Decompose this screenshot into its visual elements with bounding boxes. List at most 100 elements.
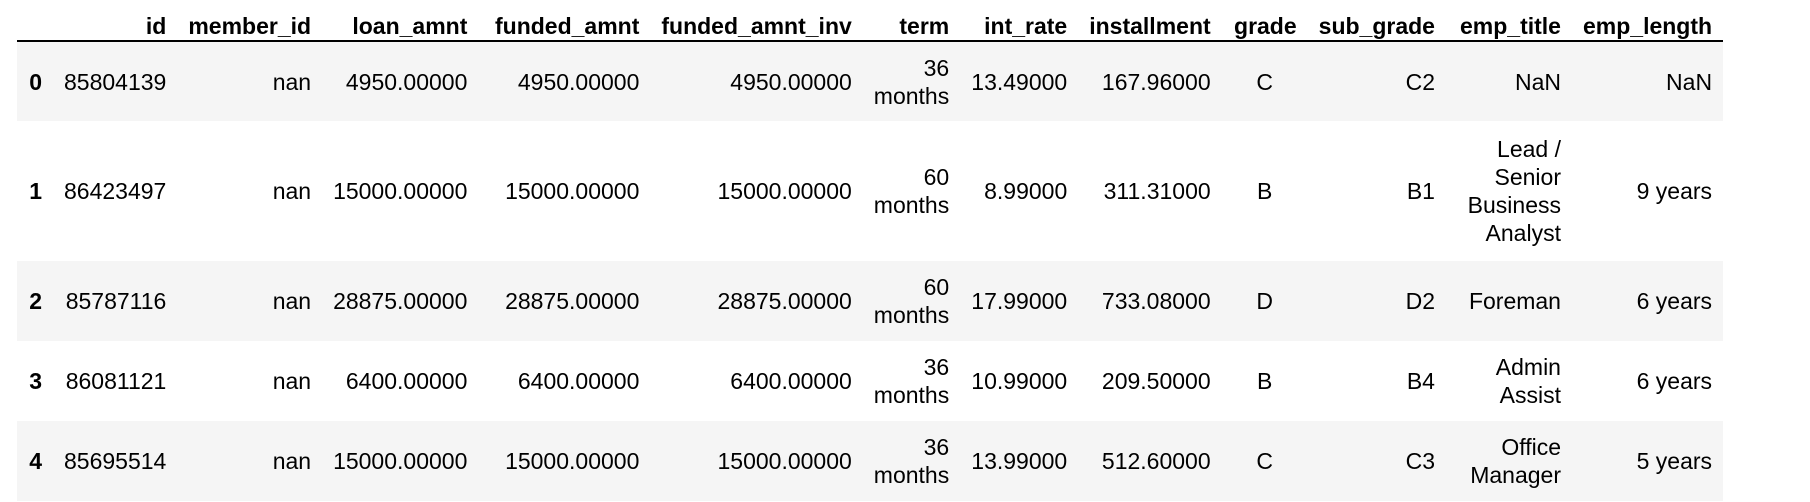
table-row: 1 86423497 nan 15000.00000 15000.00000 1… [17,121,1724,261]
cell-emp-length: 5 years [1636,448,1713,474]
emp-title-line: NaN [1514,68,1561,95]
term-unit: months [873,82,950,109]
table-row: 3 86081121 nan 6400.00000 6400.00000 640… [17,341,1724,421]
cell-funded-amnt: 15000.00000 [505,448,640,474]
cell-grade: D [1256,288,1273,314]
cell-funded-amnt: 6400.00000 [517,368,640,394]
emp-title-line: Admin [1495,354,1561,380]
row-index: 4 [29,448,42,474]
cell-member-id: nan [272,178,312,204]
row-index: 3 [29,368,42,394]
cell-emp-title: NaN [1446,41,1572,121]
term-unit: months [873,302,950,328]
cell-id: 85695514 [64,448,167,474]
cell-member-id: nan [272,68,312,95]
cell-int-rate: 13.99000 [971,448,1068,474]
header-emp-title: emp_title [1445,0,1572,42]
cell-emp-title: Admin Assist [1446,341,1572,421]
cell-member-id: nan [272,368,312,394]
emp-title-line: Manager [1470,462,1561,488]
cell-grade: B [1256,368,1273,394]
emp-title-line: Office [1501,434,1561,460]
cell-id: 85787116 [65,288,167,314]
cell-sub-grade: C3 [1405,448,1435,474]
cell-grade: B [1256,178,1273,204]
cell-emp-title: Foreman [1446,261,1572,341]
cell-funded-amnt-inv: 15000.00000 [717,178,852,204]
cell-installment: 733.08000 [1101,288,1211,314]
header-int-rate: int_rate [960,0,1079,42]
cell-funded-amnt-inv: 6400.00000 [730,368,852,394]
cell-id: 86081121 [65,368,167,394]
cell-int-rate: 8.99000 [984,178,1068,204]
cell-emp-length: 9 years [1636,178,1713,204]
cell-loan-amnt: 15000.00000 [333,448,468,474]
cell-sub-grade: C2 [1405,68,1435,95]
cell-sub-grade: B4 [1406,368,1435,394]
term-value: 36 [923,54,950,81]
header-grade: grade [1221,0,1308,42]
table-body: 0 85804139 nan 4950.00000 4950.00000 495… [17,41,1724,501]
cell-installment: 311.31000 [1103,178,1211,204]
header-installment: installment [1078,0,1222,42]
cell-funded-amnt: 28875.00000 [505,288,640,314]
row-index: 0 [29,68,42,95]
cell-term: 36 months [863,341,960,421]
term-value: 36 [923,354,950,380]
table-header: id member_id loan_amnt funded_amnt funde… [17,0,1724,42]
table-row: 0 85804139 nan 4950.00000 4950.00000 495… [17,41,1724,121]
row-index: 2 [29,288,42,314]
header-funded-amnt-inv: funded_amnt_inv [650,0,863,42]
cell-funded-amnt: 4950.00000 [517,68,640,95]
term-unit: months [873,382,950,408]
header-id: id [53,0,178,42]
cell-emp-title: Lead / Senior Business Analyst [1446,121,1572,261]
emp-title-line: Analyst [1485,220,1561,246]
header-row: id member_id loan_amnt funded_amnt funde… [17,0,1724,42]
cell-emp-length: 6 years [1636,288,1713,314]
header-loan-amnt: loan_amnt [322,0,479,42]
cell-term: 60 months [863,121,960,261]
header-index [17,0,53,42]
cell-id: 85804139 [64,68,167,95]
cell-emp-length: NaN [1666,68,1713,95]
cell-emp-length: 6 years [1636,368,1713,394]
cell-sub-grade: B1 [1406,178,1435,204]
term-unit: months [873,462,950,488]
cell-member-id: nan [272,288,312,314]
emp-title-line: Business [1467,192,1561,218]
header-member-id: member_id [177,0,323,42]
emp-title-line: Foreman [1468,288,1561,314]
cell-funded-amnt-inv: 15000.00000 [717,448,852,474]
term-unit: months [873,192,950,218]
cell-installment: 209.50000 [1101,368,1211,394]
cell-emp-title: Office Manager [1446,421,1572,501]
loan-dataframe-table: id member_id loan_amnt funded_amnt funde… [17,0,1724,501]
term-value: 60 [923,164,950,190]
cell-member-id: nan [272,448,312,474]
cell-funded-amnt-inv: 4950.00000 [730,68,852,95]
row-index: 1 [29,178,42,204]
term-value: 60 [923,274,950,300]
cell-grade: C [1256,448,1273,474]
header-funded-amnt: funded_amnt [478,0,651,42]
cell-term: 36 months [863,421,960,501]
header-term: term [862,0,961,42]
cell-funded-amnt-inv: 28875.00000 [717,288,852,314]
cell-loan-amnt: 15000.00000 [333,178,468,204]
emp-title-line: Assist [1499,382,1561,408]
term-value: 36 [923,434,950,460]
cell-int-rate: 10.99000 [971,368,1068,394]
cell-installment: 512.60000 [1101,448,1211,474]
cell-loan-amnt: 28875.00000 [333,288,468,314]
cell-loan-amnt: 6400.00000 [345,368,468,394]
cell-term: 60 months [863,261,960,341]
header-emp-length: emp_length [1571,0,1724,42]
emp-title-line: Senior [1494,164,1561,190]
cell-funded-amnt: 15000.00000 [505,178,640,204]
cell-term: 36 months [863,41,960,121]
cell-int-rate: 13.49000 [971,68,1068,95]
emp-title-line: Lead / [1497,136,1561,162]
table-row: 2 85787116 nan 28875.00000 28875.00000 2… [17,261,1724,341]
